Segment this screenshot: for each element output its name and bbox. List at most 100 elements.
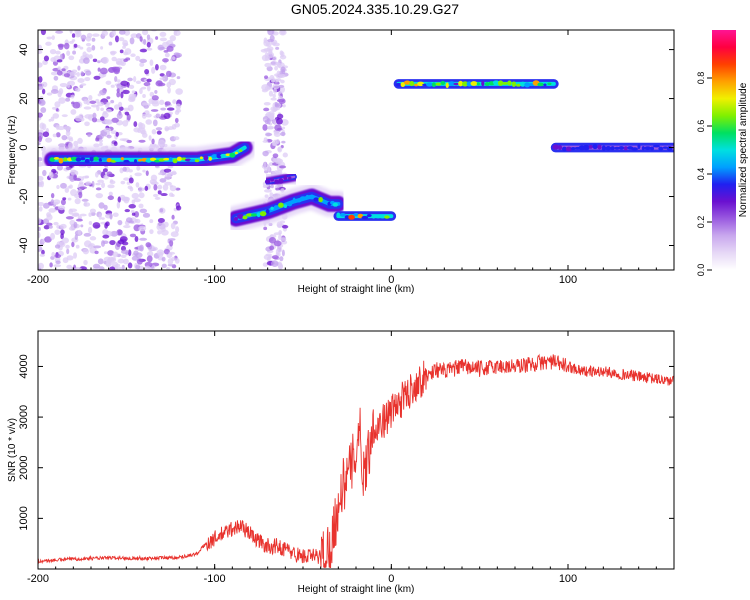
noise-speck [109,240,116,246]
noise-speck [49,262,53,268]
snr-xlabel: Height of straight line (km) [298,584,415,595]
track-speck [520,81,526,87]
noise-speck [118,106,124,111]
noise-speck [55,132,61,138]
noise-speck [83,201,87,207]
track-speck [128,158,134,162]
noise-speck [172,99,177,104]
noise-speck [127,185,133,190]
noise-speck [83,57,90,64]
noise-speck [281,249,285,257]
noise-speck [130,33,138,39]
noise-speck [166,81,172,88]
noise-speck [280,237,287,242]
noise-speck [45,137,53,143]
noise-speck [46,36,53,40]
noise-speck [102,234,110,239]
noise-speck [54,244,61,249]
noise-speck [156,222,163,226]
noise-speck [164,52,170,58]
track-speck [445,82,449,89]
noise-speck [100,107,104,111]
noise-speck [108,191,113,196]
noise-speck [149,229,154,235]
noise-speck [91,37,96,42]
noise-speck [131,199,136,205]
track-speck [322,200,328,204]
noise-speck [154,89,158,94]
noise-speck [58,97,66,104]
track-speck [211,154,219,159]
noise-speck [79,186,87,190]
noise-speck [139,88,143,95]
track-speck [409,81,415,87]
noise-speck [58,88,64,95]
noise-speck [80,71,84,77]
noise-speck [131,192,140,199]
track-speck [658,146,664,151]
track-speck [461,81,469,87]
noise-speck [39,122,45,130]
noise-speck [77,137,83,145]
noise-speck [158,251,164,258]
track-speck [172,158,178,164]
track-speck [511,81,516,87]
noise-speck [84,175,90,179]
track-speck [524,82,531,88]
noise-speck [119,49,124,54]
noise-speck [73,43,78,48]
noise-speck [67,197,72,201]
track-speck [400,82,406,88]
noise-speck [162,58,169,63]
noise-speck [134,235,139,243]
noise-speck [157,139,166,147]
noise-speck [144,265,151,270]
noise-speck [61,114,68,118]
track-speck [256,212,261,218]
noise-speck [38,264,41,270]
noise-speck [123,30,131,36]
noise-speck [48,208,56,213]
track-speck [120,157,124,161]
noise-speck [269,245,275,251]
noise-speck [263,137,268,142]
colorbar-gradient [712,30,736,270]
noise-speck [40,30,46,36]
noise-speck [52,133,57,138]
track-speck [666,145,673,152]
noise-speck [270,60,278,66]
noise-speck [158,46,166,50]
spectral-track [258,167,304,192]
x-tick-label: 100 [559,573,577,585]
noise-speck [41,249,45,255]
snr-panel: -200 -100 0 100 1000 2000 3000 4000 Height of s… [7,330,675,595]
noise-speck [126,113,131,121]
noise-speck [48,171,54,179]
noise-speck [65,130,71,137]
noise-speck [38,99,46,106]
noise-speck [271,260,279,268]
track-speck [305,194,310,199]
noise-speck [123,51,129,56]
noise-speck [57,205,66,211]
noise-speck [63,126,72,131]
noise-speck [43,224,50,230]
noise-speck [53,264,62,268]
noise-speck [60,199,66,206]
noise-speck [133,121,138,128]
noise-speck [89,236,97,241]
spectrogram-tracks [39,70,674,232]
track-speck [237,213,244,220]
noise-speck [55,124,60,130]
noise-speck [168,251,176,255]
noise-speck [264,62,272,68]
noise-speck [50,88,59,94]
noise-speck [140,86,147,90]
noise-speck [98,266,105,270]
noise-speck [65,244,70,249]
track-speck [238,149,243,153]
noise-speck [140,130,147,135]
noise-speck [75,218,83,222]
track-speck [134,159,138,163]
noise-speck [121,264,125,270]
